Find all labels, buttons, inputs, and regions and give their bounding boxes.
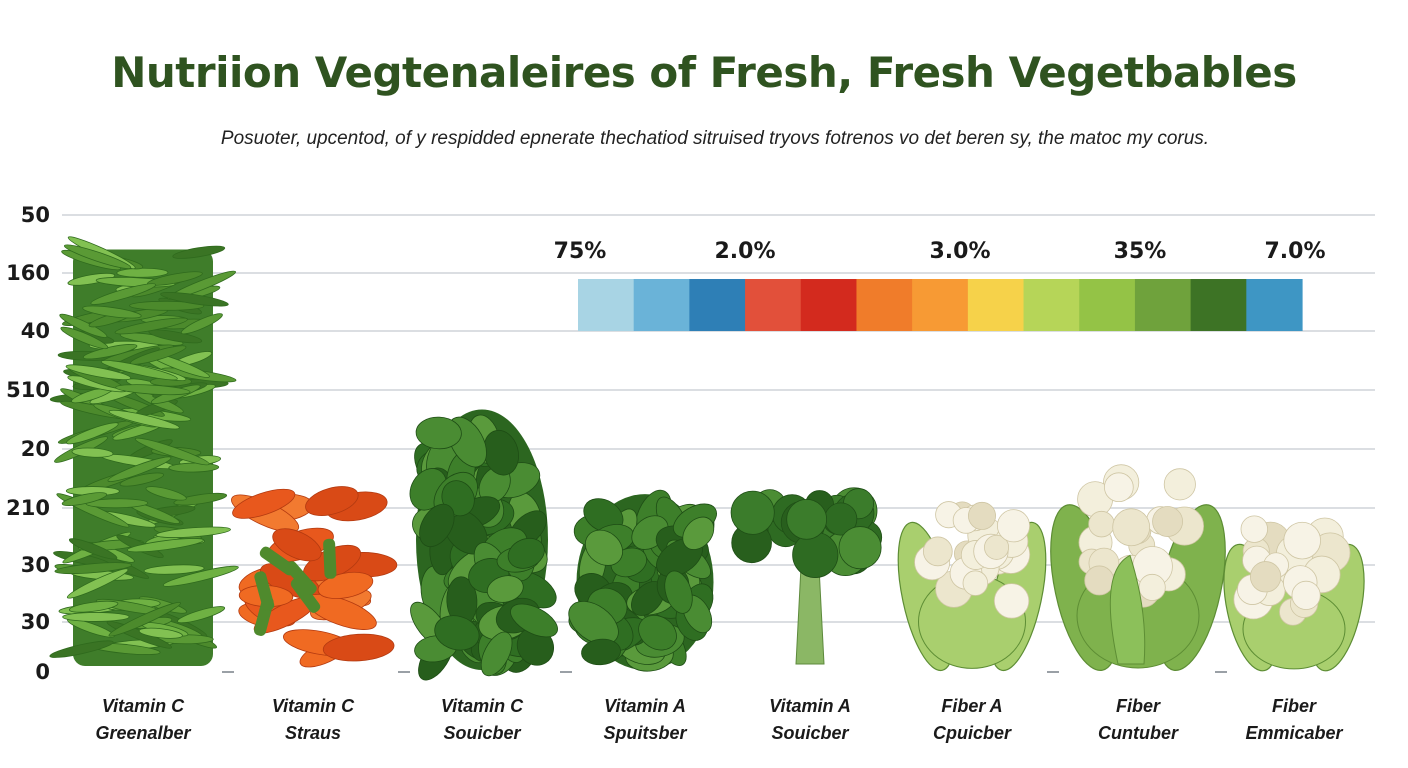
bar-cabbage — [1050, 464, 1226, 671]
percent-label: 3.0% — [929, 239, 990, 264]
category-label-line2: Emmicaber — [1245, 723, 1343, 743]
color-scale-swatch — [1134, 279, 1192, 331]
category-label-line1: Fiber — [1116, 696, 1161, 716]
bar-spinach — [409, 409, 558, 681]
category-label-line1: Vitamin A — [604, 696, 686, 716]
percent-label: 35% — [1114, 239, 1167, 264]
y-tick-label: 160 — [6, 261, 50, 285]
category-label-line1: Vitamin C — [102, 696, 185, 716]
category-label-line2: Souicber — [771, 723, 849, 743]
category-label-line1: Fiber — [1272, 696, 1317, 716]
y-tick-label: 30 — [21, 610, 50, 634]
percent-label: 2.0% — [714, 239, 775, 264]
color-scale-swatch — [745, 279, 802, 331]
category-label-line2: Cpuicber — [933, 723, 1012, 743]
bar-cauliflower — [1223, 515, 1365, 672]
category-label-line2: Cuntuber — [1098, 723, 1179, 743]
bar-spinach — [568, 489, 717, 672]
category-label-line1: Fiber A — [941, 696, 1002, 716]
category-label-line1: Vitamin C — [441, 696, 524, 716]
color-scale-swatch — [689, 279, 746, 331]
color-scale-swatch — [912, 279, 969, 331]
percent-label: 75% — [554, 239, 607, 264]
y-tick-label: 30 — [21, 553, 50, 577]
y-tick-label: 510 — [6, 378, 50, 402]
y-tick-label: 20 — [21, 437, 50, 461]
category-label-line2: Straus — [285, 723, 341, 743]
color-scale-swatch — [856, 279, 913, 331]
y-tick-label: 40 — [21, 319, 50, 343]
chart-subtitle: Posuoter, upcentod, of y respidded epner… — [220, 128, 1210, 149]
bar-broccoli — [730, 487, 883, 665]
color-scale-swatch — [1079, 279, 1136, 331]
bar-carrots — [231, 486, 398, 668]
category-label-line2: Greenalber — [95, 723, 191, 743]
bar-green-beans — [49, 236, 239, 666]
color-scale-swatch — [967, 279, 1025, 331]
category-label-line1: Vitamin C — [272, 696, 355, 716]
y-tick-label: 210 — [6, 496, 50, 520]
y-tick-label: 50 — [21, 203, 50, 227]
color-scale-swatch — [1023, 279, 1080, 331]
category-label-line1: Vitamin A — [769, 696, 851, 716]
y-tick-label: 0 — [35, 660, 50, 684]
chart-title: Nutriion Vegtenaleires of Fresh, Fresh V… — [111, 48, 1297, 97]
category-label-line2: Souicber — [443, 723, 521, 743]
category-label-line2: Spuitsber — [603, 723, 687, 743]
color-scale-swatch — [578, 279, 635, 331]
color-scale-swatch — [800, 279, 858, 331]
percent-label: 7.0% — [1264, 239, 1325, 264]
color-scale-swatch — [1246, 279, 1303, 331]
color-scale-swatch — [1190, 279, 1247, 331]
color-scale-swatch — [633, 279, 690, 331]
bar-cauliflower — [897, 501, 1047, 672]
